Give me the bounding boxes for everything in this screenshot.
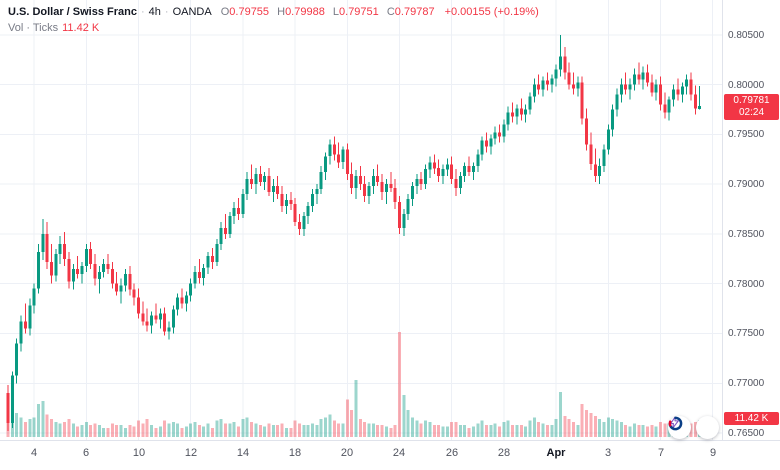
price-tick-label: 0.78000 [728, 279, 764, 290]
time-tick-label: Apr [547, 447, 566, 459]
exchange-label[interactable]: OANDA [173, 4, 212, 20]
high-value: 0.79988 [285, 6, 325, 18]
time-tick-label: 3 [605, 447, 611, 459]
bar-countdown: 02:24 [724, 107, 779, 119]
price-tick-label: 0.80500 [728, 30, 764, 41]
price-tick-label: 0.76500 [728, 428, 764, 439]
last-price-value: 0.79781 [724, 95, 779, 107]
volume-indicator-title[interactable]: Vol · Ticks [8, 20, 58, 36]
time-axis[interactable]: 4 6 10 12 14 18 20 24 26 28 Apr 3 7 9 [0, 440, 780, 470]
last-price-label: 0.79781 02:24 [724, 94, 779, 120]
floating-buttons [668, 416, 719, 439]
time-tick-label: 14 [237, 447, 249, 459]
candlestick-volume-chart [0, 0, 722, 440]
broker-logo-button[interactable] [696, 416, 719, 439]
interval-label[interactable]: 4h [149, 4, 161, 20]
time-tick-label: 10 [133, 447, 145, 459]
time-tick-label: 6 [83, 447, 89, 459]
legend-separator: · [165, 4, 169, 20]
open-value: 0.79755 [229, 6, 269, 18]
time-tick-label: 7 [658, 447, 664, 459]
trading-chart-window: U.S. Dollar / Swiss Franc · 4h · OANDA O… [0, 0, 780, 470]
time-tick-label: 18 [289, 447, 301, 459]
volume-indicator-value: 11.42 K [62, 20, 99, 36]
legend-separator: · [141, 4, 145, 20]
time-tick-label: 26 [446, 447, 458, 459]
chart-plot-area[interactable]: U.S. Dollar / Swiss Franc · 4h · OANDA O… [0, 0, 722, 440]
time-tick-label: 4 [31, 447, 37, 459]
open-key: O [221, 6, 230, 18]
price-tick-label: 0.77000 [728, 378, 764, 389]
volume-value-label: 11.42 K [724, 412, 779, 425]
price-tick-label: 0.79500 [728, 129, 764, 140]
time-tick-label: 12 [185, 447, 197, 459]
close-value: 0.79787 [395, 6, 435, 18]
time-tick-label: 28 [498, 447, 510, 459]
low-value: 0.79751 [339, 6, 379, 18]
ohlc-readout: O0.79755 H0.79988 L0.79751 C0.79787 [216, 4, 435, 20]
price-tick-label: 0.80000 [728, 80, 764, 91]
change-value: +0.00155 (+0.19%) [445, 4, 539, 20]
high-key: H [277, 6, 285, 18]
price-tick-label: 0.79000 [728, 179, 764, 190]
price-tick-label: 0.77500 [728, 328, 764, 339]
symbol-title[interactable]: U.S. Dollar / Swiss Franc [8, 4, 137, 20]
chart-legend: U.S. Dollar / Swiss Franc · 4h · OANDA O… [8, 4, 539, 36]
time-tick-label: 9 [710, 447, 716, 459]
price-tick-label: 0.78500 [728, 229, 764, 240]
price-axis[interactable]: 0.79781 02:24 11.42 K 0.80500 0.80000 0.79… [722, 0, 780, 440]
time-tick-label: 24 [393, 447, 405, 459]
close-key: C [387, 6, 395, 18]
time-tick-label: 20 [341, 447, 353, 459]
